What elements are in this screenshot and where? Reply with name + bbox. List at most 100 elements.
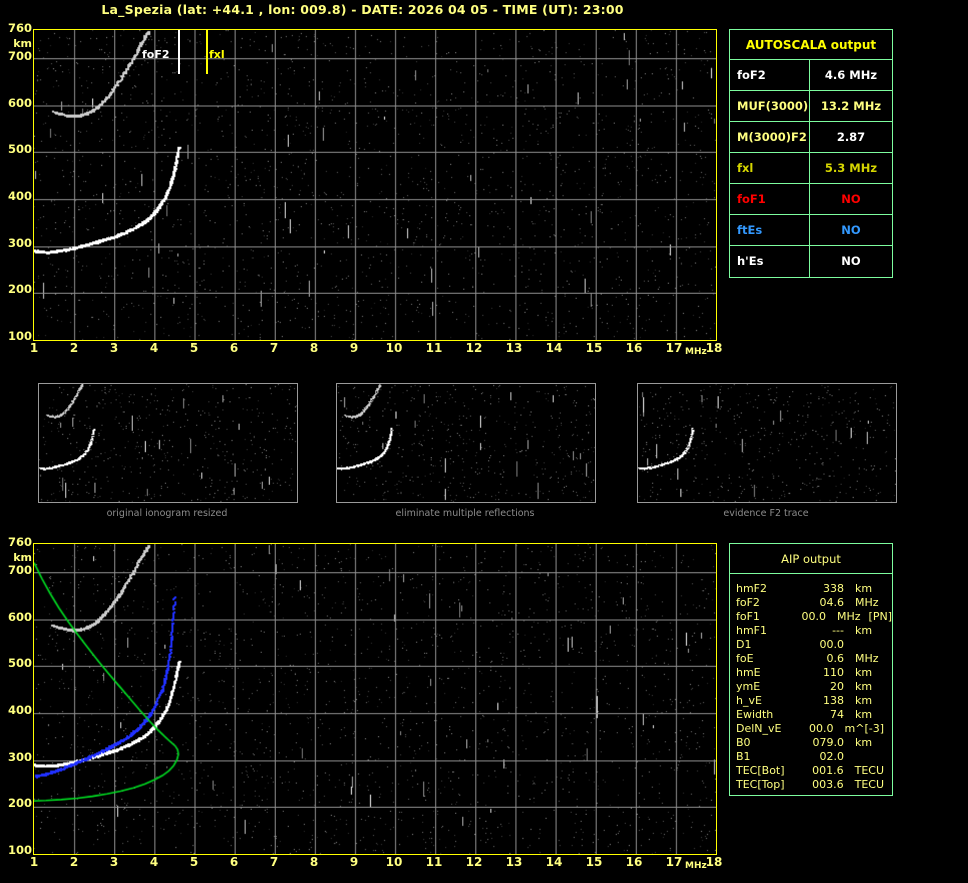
aip-param-unit: km — [855, 666, 873, 679]
bottom-chart-x-axis-labels: 1 2 3 4 5 6 7 8 9 10 11 12 13 14 15 16 17 18 MHz — [0, 855, 760, 873]
x-tick-9: 9 — [349, 341, 359, 355]
aip-param-qualifier — [872, 666, 880, 680]
aip-param-value: 00.0 — [809, 722, 834, 735]
thumbnail-1-plot[interactable] — [337, 384, 595, 502]
y-tick-400: 400 — [7, 189, 32, 203]
aip-row-d1: D1 00.0 — [736, 638, 892, 652]
y-tick-600: 600 — [7, 95, 32, 110]
aip-param-unit: km — [855, 582, 873, 595]
x-tick-4: 4 — [149, 341, 159, 355]
autoscala-row-fof1: foF1 NO — [730, 184, 892, 215]
x-tick-3: 3 — [109, 855, 119, 869]
aip-row-b1: B1 02.0 — [736, 750, 892, 764]
x-tick-15: 15 — [585, 341, 603, 355]
aip-param-name: h_vE — [736, 694, 762, 707]
aip-row-yme: ymE 20 km — [736, 680, 892, 694]
aip-param-unit: MHz — [837, 610, 861, 623]
y-tick-700: 700 — [7, 563, 32, 577]
x-tick-17: 17 — [665, 855, 683, 869]
aip-row-hmf1: hmF1 --- km — [736, 624, 892, 638]
aip-param-value: 001.6 — [812, 764, 844, 777]
aip-param-qualifier — [872, 680, 880, 694]
aip-param-name: TEC[Bot] — [736, 764, 785, 777]
aip-param-qualifier — [872, 694, 880, 708]
aip-param-qualifier — [855, 750, 863, 764]
autoscala-row-hes: h'Es NO — [730, 246, 892, 277]
aip-param-unit: MHz — [855, 652, 879, 665]
aip-param-name: B1 — [736, 750, 751, 763]
x-axis-unit-label: MHz — [685, 861, 707, 871]
x-tick-13: 13 — [505, 855, 523, 869]
x-tick-2: 2 — [69, 341, 79, 355]
aip-param-name: Ewidth — [736, 708, 774, 721]
x-tick-15: 15 — [585, 855, 603, 869]
aip-param-name: foF1 — [736, 610, 760, 623]
y-tick-500: 500 — [7, 142, 32, 157]
y-tick-760: 760 — [7, 535, 32, 549]
x-tick-3: 3 — [109, 341, 119, 355]
thumbnail-0-plot[interactable] — [39, 384, 297, 502]
profile-ionogram-plot[interactable] — [34, 544, 716, 854]
aip-row-fof1: foF1 00.0 MHz [PN] — [736, 610, 892, 624]
autoscala-output-panel: AUTOSCALA output foF2 4.6 MHz MUF(3000)F2 1… — [729, 29, 893, 278]
x-tick-16: 16 — [625, 341, 643, 355]
aip-param-name: foE — [736, 652, 754, 665]
aip-param-value: 079.0 — [812, 736, 845, 749]
thumbnail-evidence-f2-trace[interactable] — [637, 383, 897, 503]
y-axis-unit-label: km — [13, 551, 32, 564]
aip-param-unit: TECU — [854, 764, 884, 777]
aip-param-unit: MHz — [855, 596, 879, 609]
thumbnail-2-plot[interactable] — [638, 384, 896, 502]
thumbnail-2-caption: evidence F2 trace — [723, 508, 809, 519]
aip-param-unit: m^[-3] — [844, 722, 884, 735]
aip-param-name: hmF2 — [736, 582, 768, 595]
autoscala-value: 5.3 MHz — [824, 161, 878, 175]
aip-param-qualifier — [884, 722, 892, 736]
aip-param-name: B0 — [736, 736, 751, 749]
aip-param-unit: km — [855, 708, 873, 721]
x-tick-1: 1 — [29, 855, 39, 869]
aip-param-value: 003.6 — [812, 778, 844, 791]
x-tick-8: 8 — [309, 855, 319, 869]
thumbnail-0-caption: original ionogram resized — [106, 508, 228, 519]
autoscala-rows: foF2 4.6 MHz MUF(3000)F2 13.2 MHz M(3000)F2 2… — [730, 60, 892, 277]
aip-param-value: 110 — [823, 666, 844, 679]
x-tick-4: 4 — [149, 855, 159, 869]
aip-output-panel: AIP output hmF2 338 km foF2 04.6 MHz foF1 00.0 M… — [729, 543, 893, 796]
aip-param-value: 20 — [830, 680, 844, 693]
aip-param-value: --- — [832, 624, 844, 637]
aip-param-unit: TECU — [854, 778, 884, 791]
main-ionogram-plot[interactable] — [34, 30, 716, 340]
thumbnail-eliminate-multiples[interactable] — [336, 383, 596, 503]
bottom-chart-y-axis-labels: 760 700 600 500 400 300 200 100 km — [0, 536, 32, 856]
aip-param-unit: km — [855, 694, 873, 707]
thumbnail-original-ionogram[interactable] — [38, 383, 298, 503]
autoscala-value: NO — [841, 223, 861, 237]
aip-row-ewidth: Ewidth 74 km — [736, 708, 892, 722]
aip-param-name: DelN_vE — [736, 722, 782, 735]
aip-param-name: foF2 — [736, 596, 760, 609]
aip-row-hmf2: hmF2 338 km — [736, 582, 892, 596]
y-tick-200: 200 — [7, 282, 32, 297]
fxl-marker-line — [206, 30, 208, 74]
autoscala-title: AUTOSCALA output — [730, 30, 892, 60]
x-tick-5: 5 — [189, 855, 199, 869]
autoscala-row-fxl: fxl 5.3 MHz — [730, 153, 892, 184]
y-tick-760: 760 — [7, 21, 32, 35]
fof2-label: foF2 — [142, 48, 170, 61]
aip-param-qualifier — [884, 778, 892, 792]
aip-title: AIP output — [730, 544, 892, 574]
autoscala-row-muf3000f2: MUF(3000)F2 13.2 MHz — [730, 91, 892, 122]
aip-rows: hmF2 338 km foF2 04.6 MHz foF1 00.0 MHz [PN] hmF1-… — [730, 574, 892, 792]
autoscala-value: 13.2 MHz — [820, 99, 882, 113]
x-tick-13: 13 — [505, 341, 523, 355]
y-tick-300: 300 — [7, 749, 32, 764]
main-ionogram-chart[interactable] — [33, 29, 717, 341]
aip-param-name: hmE — [736, 666, 761, 679]
profile-ionogram-chart[interactable] — [33, 543, 717, 855]
x-tick-2: 2 — [69, 855, 79, 869]
x-tick-11: 11 — [425, 855, 443, 869]
top-chart-x-axis-labels: 1 2 3 4 5 6 7 8 9 10 11 12 13 14 15 16 17 18 MHz — [0, 341, 760, 359]
fxl-label: fxl — [209, 48, 225, 61]
aip-param-qualifier — [872, 582, 880, 596]
